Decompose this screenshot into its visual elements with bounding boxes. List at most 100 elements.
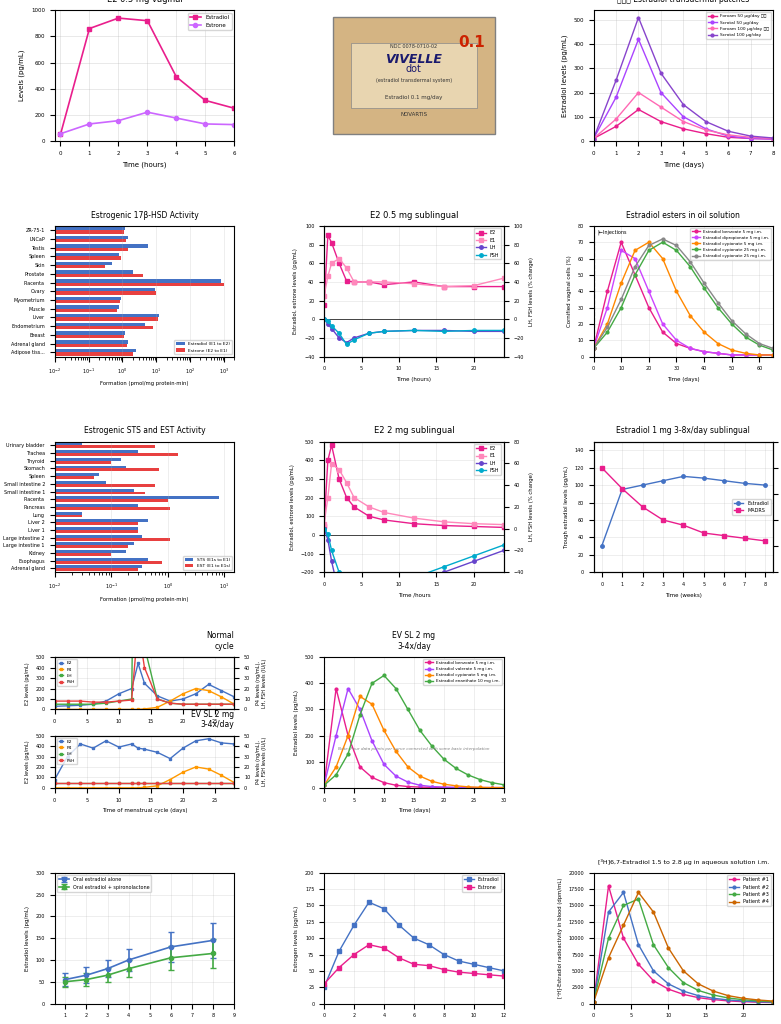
FSH — [319, 522, 329, 535]
E2 — [499, 281, 508, 293]
Legend: Estradiol (E1 to E2), Estrone (E2 to E1): Estradiol (E1 to E2), Estrone (E2 to E1) — [174, 340, 232, 354]
P4 — [50, 703, 59, 716]
Estradiol — [349, 919, 358, 931]
Bar — [0, 458, 121, 461]
FSH — [114, 776, 123, 788]
Scrotal 100 μg/day — [769, 132, 778, 144]
Bar — [0, 565, 142, 568]
Text: Normal
cycle: Normal cycle — [206, 632, 234, 651]
Estradiol cypionate 25 mg i.m. — [658, 237, 667, 249]
Estradiol valerate 5 mg i.m. — [380, 758, 389, 770]
Estradiol dipropionate 5 mg i.m. — [686, 342, 695, 354]
E1 — [364, 275, 374, 288]
Estradiol cypionate 25 mg i.m. — [603, 322, 612, 334]
Line: Patient #4: Patient #4 — [592, 891, 775, 1004]
Text: NDC 0078-0710-02: NDC 0078-0710-02 — [390, 44, 437, 49]
Estradiol dipropionate 5 mg i.m. — [644, 285, 654, 297]
Title: EV SL 2 mg
3-4x/day: EV SL 2 mg 3-4x/day — [392, 632, 436, 651]
E1 — [469, 517, 479, 529]
P4 — [50, 781, 59, 794]
Y-axis label: Estradiol levels (pg/mL): Estradiol levels (pg/mL) — [294, 690, 299, 755]
Patient #3 — [739, 993, 748, 1006]
Estradiol benzoate 5 mg i.m. — [415, 781, 425, 794]
Patient #4 — [694, 978, 703, 990]
Scrotal 100 μg/day — [701, 116, 711, 128]
Patient #4 — [604, 951, 613, 964]
LH — [204, 698, 213, 711]
Bar — [0, 262, 112, 265]
P4 — [76, 703, 85, 716]
E2 — [62, 751, 72, 763]
Estrone — [143, 106, 152, 119]
FSH — [114, 695, 123, 708]
LH — [102, 776, 111, 788]
Estradiol cypionate 25 mg i.m. — [630, 260, 640, 272]
E1 — [380, 275, 389, 288]
E1 — [323, 270, 333, 283]
Estradiol cypionate 5 mg i.m. — [644, 237, 654, 249]
P4 — [127, 703, 137, 716]
X-axis label: Time /hours: Time /hours — [398, 593, 430, 598]
Estradiol dipropionate 5 mg i.m. — [700, 345, 709, 357]
FSH — [217, 698, 226, 711]
Bar — [0, 332, 125, 335]
LH — [50, 698, 59, 711]
Bar — [0, 461, 111, 464]
Bar — [0, 340, 128, 343]
FSH — [349, 599, 358, 611]
Estradiol benzoate 5 mg i.m. — [741, 349, 751, 361]
FSH — [439, 560, 448, 572]
Patient #3 — [723, 992, 733, 1005]
MADRS — [699, 527, 708, 540]
LH — [349, 609, 358, 622]
Estradiol — [679, 470, 688, 482]
E2 — [342, 274, 351, 287]
Line: Estradiol: Estradiol — [600, 475, 767, 548]
Estradiol cypionate 25 mg i.m. — [700, 282, 709, 294]
E2 — [334, 473, 344, 485]
MADRS — [597, 462, 606, 474]
E2 — [204, 732, 213, 744]
LH — [88, 698, 98, 711]
Patient #4 — [679, 965, 688, 977]
Estradiol benzoate 5 mg i.m. — [344, 729, 353, 741]
LH — [217, 776, 226, 788]
Estradiol benzoate 5 mg i.m. — [331, 682, 341, 694]
Estradiol cypionate 25 mg i.m. — [589, 342, 598, 354]
Bar — [0, 265, 105, 268]
Bar — [0, 561, 162, 563]
P4 — [191, 761, 201, 773]
Estradiol cypionate 5 mg i.m. — [451, 779, 461, 792]
P4 — [166, 773, 175, 785]
Estrone — [349, 948, 358, 961]
Bar — [0, 546, 128, 548]
Estradiol cypionate 25 mg i.m. — [741, 331, 751, 343]
Estradiol benzoate 5 mg i.m. — [616, 237, 626, 249]
LH — [334, 588, 344, 600]
Estradiol cypionate 5 mg i.m. — [499, 781, 508, 794]
Estradiol cypionate 5 mg i.m. — [427, 775, 437, 787]
FSH — [334, 327, 344, 339]
Estradiol benzoate 5 mg i.m. — [439, 781, 448, 794]
Patient #4 — [619, 919, 628, 931]
LH — [88, 776, 98, 788]
Patient #2 — [679, 985, 688, 997]
Patient #4 — [589, 996, 598, 1009]
Patient #4 — [739, 992, 748, 1005]
P4 — [152, 779, 162, 792]
Estradiol valerate 5 mg i.m. — [487, 781, 497, 794]
Patient #3 — [694, 984, 703, 996]
Estradiol — [114, 12, 123, 25]
Y-axis label: Estrogen levels (pg/mL): Estrogen levels (pg/mL) — [294, 905, 299, 971]
Forxam 50 μg/day 焉霧 — [746, 132, 755, 144]
Estradiol valerate 5 mg i.m. — [331, 729, 341, 741]
FSH — [152, 693, 162, 706]
X-axis label: Time of menstrual cycle (days): Time of menstrual cycle (days) — [102, 808, 187, 813]
FSH — [364, 327, 374, 339]
Bar — [0, 481, 105, 483]
E2 — [140, 743, 149, 756]
Estradiol cypionate 5 mg i.m. — [769, 349, 778, 361]
E1 — [319, 517, 329, 529]
Forxam 100 μg/day 腹腕 — [633, 86, 643, 98]
Estradiol — [201, 94, 210, 106]
